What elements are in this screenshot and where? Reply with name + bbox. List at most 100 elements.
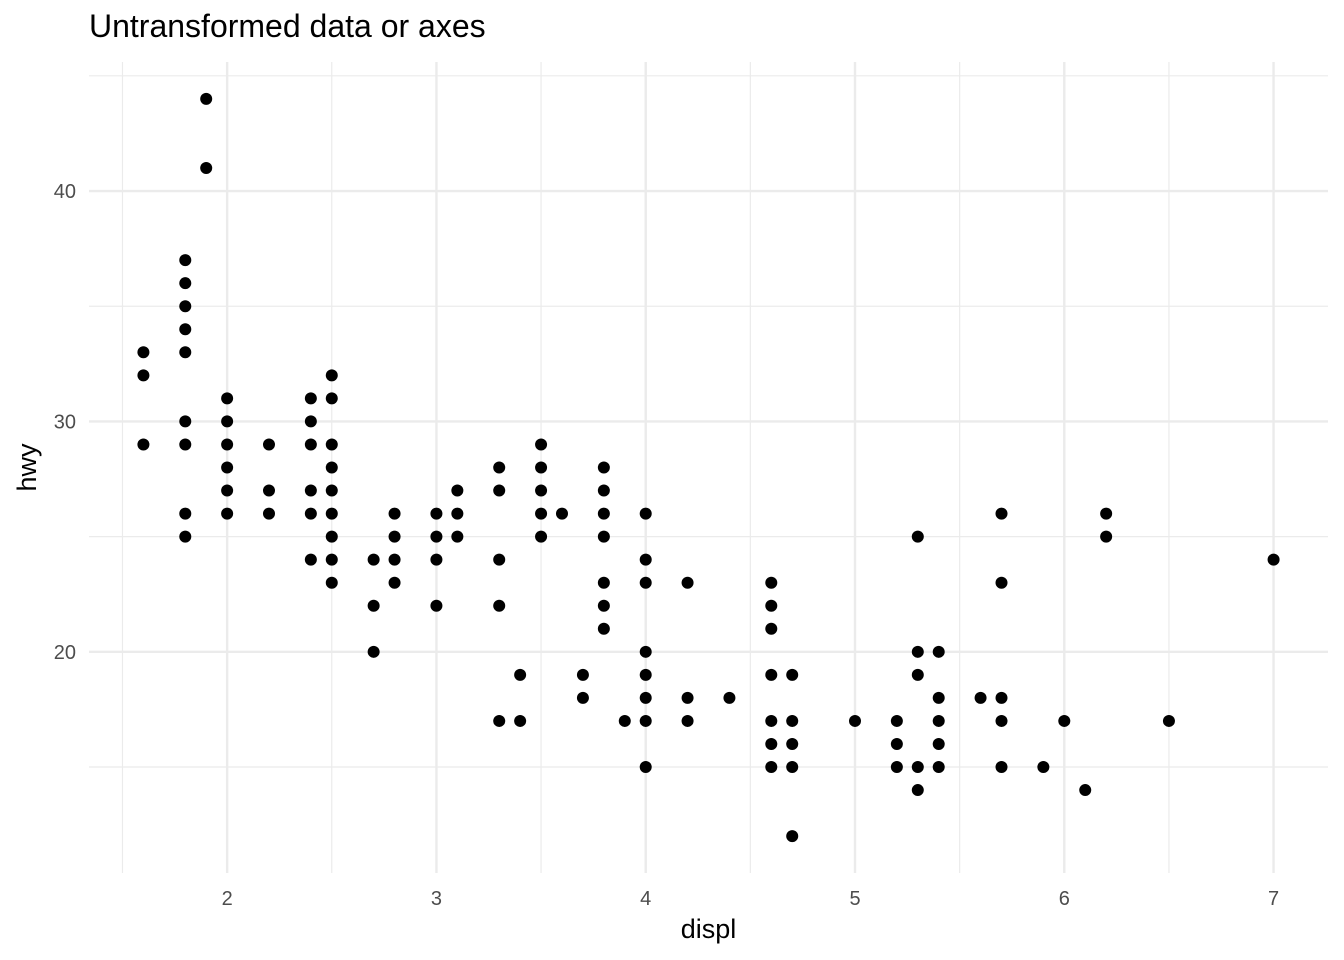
data-point — [388, 553, 401, 566]
y-tick-label: 20 — [54, 642, 76, 664]
data-point — [221, 484, 234, 497]
data-point — [325, 484, 338, 497]
data-point — [911, 530, 924, 543]
data-point — [493, 714, 506, 727]
x-tick-label: 6 — [1059, 888, 1070, 910]
data-point — [325, 576, 338, 589]
data-point — [200, 92, 213, 105]
data-point — [325, 507, 338, 520]
data-point — [179, 507, 192, 520]
data-point — [493, 484, 506, 497]
data-points — [137, 92, 1280, 843]
data-point — [1058, 714, 1071, 727]
data-point — [388, 576, 401, 589]
data-point — [681, 714, 694, 727]
data-point — [765, 622, 778, 635]
data-point — [765, 714, 778, 727]
data-point — [430, 530, 443, 543]
data-point — [179, 415, 192, 428]
data-point — [1162, 714, 1175, 727]
data-point — [681, 576, 694, 589]
data-point — [221, 392, 234, 405]
data-point — [179, 277, 192, 290]
data-point — [911, 645, 924, 658]
data-point — [911, 784, 924, 797]
chart-title: Untransformed data or axes — [89, 8, 486, 44]
data-point — [304, 415, 317, 428]
data-point — [137, 346, 150, 359]
data-point — [367, 553, 380, 566]
data-point — [325, 553, 338, 566]
data-point — [535, 438, 548, 451]
data-point — [1100, 507, 1113, 520]
data-point — [723, 691, 736, 704]
data-point — [493, 461, 506, 474]
data-point — [639, 714, 652, 727]
data-point — [597, 484, 610, 497]
data-point — [639, 761, 652, 774]
data-point — [890, 714, 903, 727]
data-point — [304, 392, 317, 405]
data-point — [514, 668, 527, 681]
data-point — [304, 484, 317, 497]
data-point — [493, 599, 506, 612]
y-tick-label: 30 — [54, 411, 76, 433]
data-point — [681, 691, 694, 704]
data-point — [325, 438, 338, 451]
data-point — [262, 484, 275, 497]
data-point — [1079, 784, 1092, 797]
data-point — [200, 161, 213, 174]
data-point — [451, 530, 464, 543]
data-point — [325, 461, 338, 474]
data-point — [597, 507, 610, 520]
data-point — [765, 576, 778, 589]
data-point — [535, 461, 548, 474]
data-point — [995, 691, 1008, 704]
data-point — [974, 691, 987, 704]
data-point — [995, 576, 1008, 589]
data-point — [179, 346, 192, 359]
data-point — [932, 714, 945, 727]
data-point — [388, 530, 401, 543]
data-point — [493, 553, 506, 566]
data-point — [137, 369, 150, 382]
data-point — [1037, 761, 1050, 774]
data-point — [179, 300, 192, 313]
y-tick-label: 40 — [54, 181, 76, 203]
data-point — [932, 737, 945, 750]
data-point — [765, 668, 778, 681]
data-point — [262, 507, 275, 520]
data-point — [514, 714, 527, 727]
data-point — [304, 507, 317, 520]
data-point — [304, 438, 317, 451]
data-point — [430, 553, 443, 566]
data-point — [430, 507, 443, 520]
data-point — [137, 438, 150, 451]
data-point — [597, 599, 610, 612]
data-point — [995, 761, 1008, 774]
data-point — [890, 761, 903, 774]
y-axis-tick-labels: 20 30 40 — [54, 181, 76, 664]
data-point — [639, 645, 652, 658]
data-point — [262, 438, 275, 451]
data-point — [535, 484, 548, 497]
data-point — [618, 714, 631, 727]
data-point — [221, 415, 234, 428]
data-point — [388, 507, 401, 520]
y-axis-title: hwy — [12, 443, 42, 492]
data-point — [639, 507, 652, 520]
data-point — [786, 761, 799, 774]
data-point — [1267, 553, 1280, 566]
data-point — [451, 507, 464, 520]
data-point — [765, 761, 778, 774]
data-point — [325, 392, 338, 405]
data-point — [639, 691, 652, 704]
x-axis-title: displ — [681, 914, 737, 944]
data-point — [221, 438, 234, 451]
x-tick-label: 5 — [849, 888, 860, 910]
x-tick-label: 2 — [222, 888, 233, 910]
data-point — [995, 507, 1008, 520]
data-point — [890, 737, 903, 750]
data-point — [786, 830, 799, 843]
